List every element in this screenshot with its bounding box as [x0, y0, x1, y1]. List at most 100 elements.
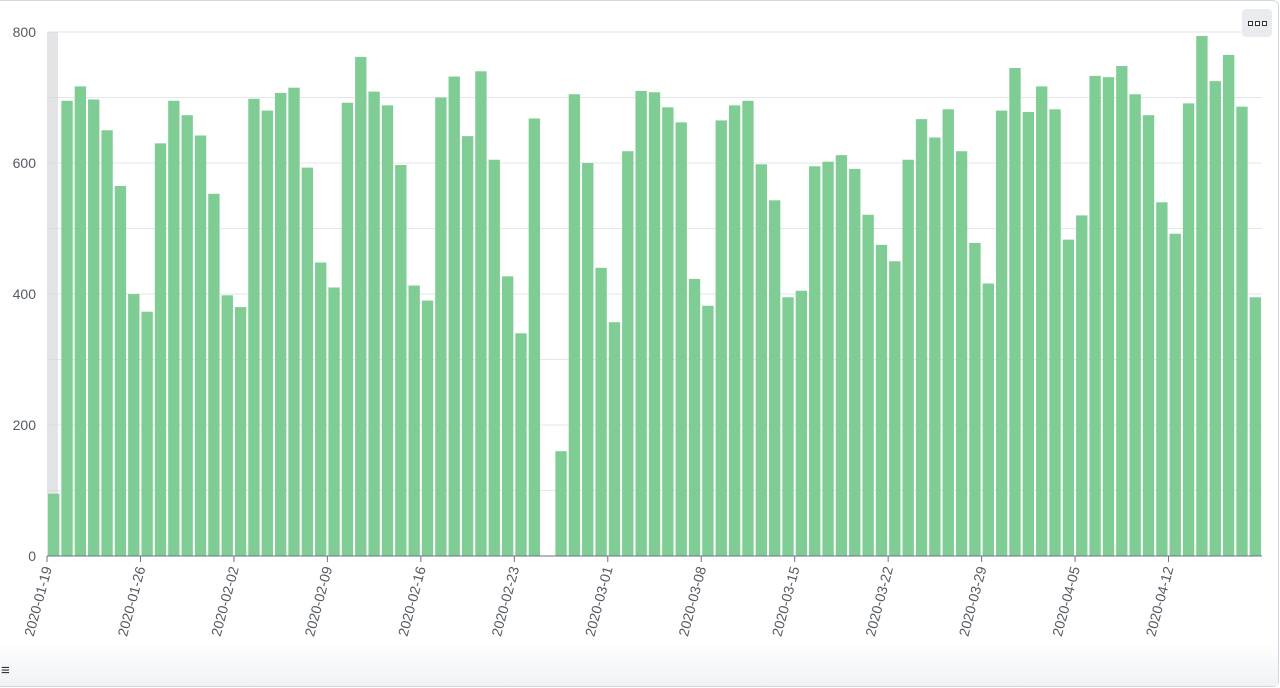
- bar[interactable]: [288, 87, 300, 557]
- bar[interactable]: [822, 161, 834, 556]
- bar[interactable]: [74, 86, 87, 557]
- bar[interactable]: [368, 91, 380, 557]
- bar[interactable]: [622, 151, 634, 556]
- bar[interactable]: [595, 267, 607, 556]
- x-tick-label: 2020-01-19: [21, 564, 55, 638]
- bar[interactable]: [942, 109, 954, 556]
- bar[interactable]: [501, 276, 514, 556]
- bar[interactable]: [742, 100, 754, 557]
- bar[interactable]: [875, 244, 888, 557]
- bar[interactable]: [448, 76, 460, 556]
- bar[interactable]: [835, 155, 848, 556]
- bar[interactable]: [1169, 233, 1181, 557]
- bar[interactable]: [969, 242, 981, 556]
- bar[interactable]: [181, 115, 193, 557]
- bar[interactable]: [1022, 111, 1035, 556]
- bar[interactable]: [515, 333, 527, 556]
- bar[interactable]: [141, 311, 153, 556]
- bar[interactable]: [568, 94, 581, 556]
- x-tick-label: 2020-04-12: [1142, 564, 1176, 638]
- bar[interactable]: [902, 159, 914, 557]
- bar[interactable]: [1089, 75, 1101, 556]
- bar[interactable]: [101, 130, 113, 556]
- bar[interactable]: [88, 99, 100, 556]
- bar[interactable]: [341, 102, 354, 557]
- bar[interactable]: [688, 278, 701, 556]
- x-tick-label: 2020-01-26: [114, 564, 148, 638]
- bar[interactable]: [982, 283, 994, 556]
- bar[interactable]: [1222, 54, 1235, 557]
- bar[interactable]: [1249, 297, 1261, 556]
- bar[interactable]: [248, 98, 260, 556]
- bar[interactable]: [168, 100, 180, 557]
- bar[interactable]: [889, 261, 901, 556]
- bar[interactable]: [381, 105, 394, 557]
- bar[interactable]: [1209, 81, 1221, 557]
- bar[interactable]: [461, 136, 474, 556]
- bar[interactable]: [862, 214, 874, 556]
- bar[interactable]: [301, 167, 314, 556]
- bar[interactable]: [528, 118, 541, 557]
- bar[interactable]: [1156, 202, 1168, 557]
- bar[interactable]: [1236, 106, 1248, 557]
- bar[interactable]: [1062, 239, 1075, 556]
- bar[interactable]: [234, 307, 247, 556]
- bar[interactable]: [1102, 77, 1115, 556]
- bar[interactable]: [1182, 103, 1195, 556]
- bar[interactable]: [608, 322, 621, 556]
- bar[interactable]: [995, 110, 1008, 556]
- bar[interactable]: [929, 137, 941, 556]
- bar[interactable]: [61, 100, 73, 557]
- bar[interactable]: [1076, 215, 1088, 556]
- bar[interactable]: [675, 122, 687, 556]
- bar[interactable]: [662, 107, 674, 556]
- bar[interactable]: [782, 297, 794, 556]
- bar[interactable]: [1196, 35, 1208, 557]
- bar[interactable]: [1129, 94, 1141, 556]
- bar[interactable]: [408, 285, 420, 556]
- bar[interactable]: [261, 110, 273, 556]
- bar[interactable]: [395, 164, 407, 556]
- bar[interactable]: [208, 193, 220, 556]
- bar[interactable]: [728, 105, 741, 557]
- brush-handle[interactable]: [47, 32, 58, 556]
- dots-menu-icon: [1247, 20, 1253, 26]
- bar[interactable]: [755, 164, 767, 556]
- bar[interactable]: [635, 90, 647, 556]
- bar[interactable]: [809, 166, 821, 556]
- bar[interactable]: [154, 143, 167, 556]
- bar[interactable]: [1036, 86, 1048, 557]
- bar[interactable]: [355, 56, 367, 556]
- bar[interactable]: [475, 71, 487, 557]
- bar[interactable]: [915, 119, 928, 557]
- bar[interactable]: [421, 300, 434, 556]
- bar[interactable]: [114, 185, 127, 557]
- bar[interactable]: [555, 451, 567, 556]
- bar[interactable]: [1116, 66, 1128, 556]
- bar[interactable]: [582, 163, 594, 556]
- bar[interactable]: [715, 120, 727, 557]
- bar[interactable]: [955, 151, 968, 556]
- bar[interactable]: [702, 305, 714, 556]
- bar[interactable]: [194, 135, 207, 557]
- brush-handle-rect[interactable]: [47, 32, 58, 556]
- bar[interactable]: [221, 295, 233, 556]
- hamburger-icon[interactable]: ≡: [1, 662, 10, 679]
- bar[interactable]: [1049, 109, 1061, 556]
- bar[interactable]: [849, 168, 861, 556]
- bar[interactable]: [328, 287, 340, 556]
- bar[interactable]: [1142, 115, 1155, 557]
- dots-menu-icon: [1254, 20, 1260, 26]
- bar[interactable]: [48, 493, 60, 556]
- bar[interactable]: [315, 262, 327, 556]
- bar[interactable]: [795, 290, 808, 556]
- bar[interactable]: [435, 97, 447, 557]
- bar[interactable]: [648, 92, 661, 556]
- bar[interactable]: [488, 159, 500, 557]
- chart-options-button[interactable]: [1242, 9, 1272, 37]
- bar[interactable]: [128, 294, 140, 556]
- x-tick-label: 2020-03-29: [956, 564, 990, 638]
- bar[interactable]: [274, 92, 287, 556]
- bar[interactable]: [1009, 68, 1021, 557]
- bar[interactable]: [768, 200, 781, 556]
